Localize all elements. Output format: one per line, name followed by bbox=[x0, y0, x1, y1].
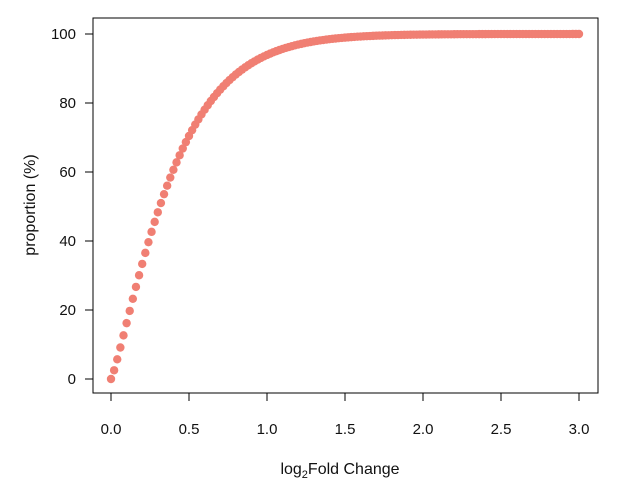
y-axis-title: proportion (%) bbox=[22, 154, 39, 255]
y-axis: 0 20 40 60 80 100 bbox=[51, 26, 93, 388]
x-tick-label: 1.5 bbox=[335, 421, 356, 438]
data-point bbox=[109, 366, 119, 375]
data-point bbox=[172, 158, 181, 167]
data-point bbox=[175, 151, 184, 160]
y-tick-label: 40 bbox=[59, 233, 76, 250]
data-points bbox=[106, 29, 584, 384]
data-point bbox=[153, 208, 162, 217]
x-tick-label: 0.0 bbox=[101, 421, 122, 438]
data-point bbox=[159, 189, 169, 199]
data-point bbox=[106, 374, 116, 384]
plot-frame bbox=[92, 17, 599, 394]
x-axis: 0.0 0.5 1.0 1.5 2.0 2.5 3.0 bbox=[101, 393, 590, 438]
data-point bbox=[122, 318, 131, 328]
data-point bbox=[178, 144, 187, 153]
y-tick-label: 60 bbox=[59, 164, 76, 181]
x-tick-label: 2.0 bbox=[413, 421, 434, 438]
data-point bbox=[141, 248, 150, 258]
x-axis-title-subscript: 2 bbox=[302, 469, 308, 481]
data-point bbox=[116, 343, 125, 352]
x-tick-label: 3.0 bbox=[569, 421, 590, 438]
data-point bbox=[150, 217, 159, 227]
y-tick-label: 80 bbox=[59, 95, 76, 112]
data-point bbox=[113, 355, 122, 364]
data-point bbox=[156, 198, 166, 208]
y-tick-label: 20 bbox=[59, 302, 76, 319]
y-tick-label: 100 bbox=[51, 26, 76, 43]
data-point bbox=[166, 173, 175, 182]
data-point bbox=[134, 271, 144, 280]
x-tick-label: 1.0 bbox=[257, 421, 278, 438]
y-tick-label: 0 bbox=[68, 371, 76, 388]
x-tick-label: 2.5 bbox=[491, 421, 512, 438]
data-point bbox=[147, 227, 156, 237]
x-axis-title-log: log bbox=[280, 461, 301, 478]
data-point bbox=[162, 181, 172, 190]
data-point bbox=[169, 165, 178, 174]
x-tick-label: 0.5 bbox=[179, 421, 200, 438]
data-point bbox=[144, 237, 153, 247]
data-point bbox=[125, 306, 134, 316]
data-point bbox=[131, 282, 141, 292]
data-point bbox=[138, 259, 147, 269]
data-point bbox=[574, 29, 584, 39]
x-axis-title-rest: Fold Change bbox=[308, 461, 400, 478]
data-point bbox=[128, 294, 138, 304]
x-axis-title: log2Fold Change bbox=[280, 461, 399, 481]
data-point bbox=[119, 331, 128, 340]
